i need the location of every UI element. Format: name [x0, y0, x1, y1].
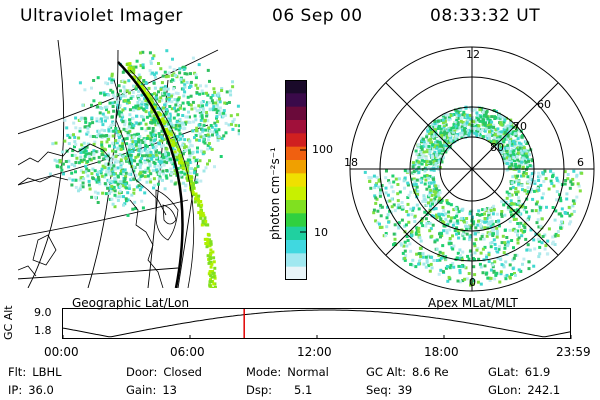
- colorbar-tick-100: 100: [312, 143, 333, 156]
- mlat-80: 80: [490, 141, 504, 154]
- mlat-70: 70: [513, 120, 527, 133]
- altitude-plot: [62, 308, 572, 339]
- glon-info: GLon: 242.1: [488, 383, 561, 397]
- mlt-6: 6: [577, 156, 584, 169]
- geographic-label: Geographic Lat/Lon: [72, 296, 190, 310]
- door-info: Door: Closed: [126, 365, 202, 379]
- x-tick-0000: 00:00: [44, 345, 79, 359]
- mode-info: Mode: Normal: [246, 365, 329, 379]
- ip-info: IP: 36.0: [8, 383, 54, 397]
- mlt-0: 0: [469, 276, 476, 289]
- colorbar-tick-10: 10: [314, 226, 328, 239]
- glat-info: GLat: 61.9: [488, 365, 551, 379]
- x-tick-2359: 23:59: [556, 345, 591, 359]
- polar-plot: [349, 46, 595, 292]
- gain-info: Gain: 13: [126, 383, 177, 397]
- seq-info: Seq: 39: [366, 383, 413, 397]
- time-label: 08:33:32 UT: [430, 6, 541, 26]
- date-label: 06 Sep 00: [272, 6, 363, 26]
- apex-label: Apex MLat/MLT: [428, 296, 518, 310]
- alt-tick-1.8: 1.8: [34, 324, 52, 337]
- mlat-60: 60: [537, 98, 551, 111]
- instrument-title: Ultraviolet Imager: [20, 6, 183, 26]
- mlt-12: 12: [466, 48, 480, 61]
- colorbar-unit-label: photon cm⁻²s⁻¹: [268, 147, 282, 240]
- x-tick-1800: 18:00: [424, 345, 459, 359]
- geographic-map: [18, 40, 240, 288]
- dsp-info: Dsp: 5.1: [246, 383, 313, 397]
- mlt-18: 18: [344, 156, 358, 169]
- flt-info: Flt: LBHL: [8, 365, 62, 379]
- x-tick-0600: 06:00: [170, 345, 205, 359]
- gcalt-axis-label: GC Alt: [2, 305, 15, 340]
- alt-tick-9: 9.0: [34, 306, 52, 319]
- gcalt-info: GC Alt: 8.6 Re: [366, 365, 449, 379]
- x-tick-1200: 12:00: [297, 345, 332, 359]
- color-bar: [285, 80, 307, 280]
